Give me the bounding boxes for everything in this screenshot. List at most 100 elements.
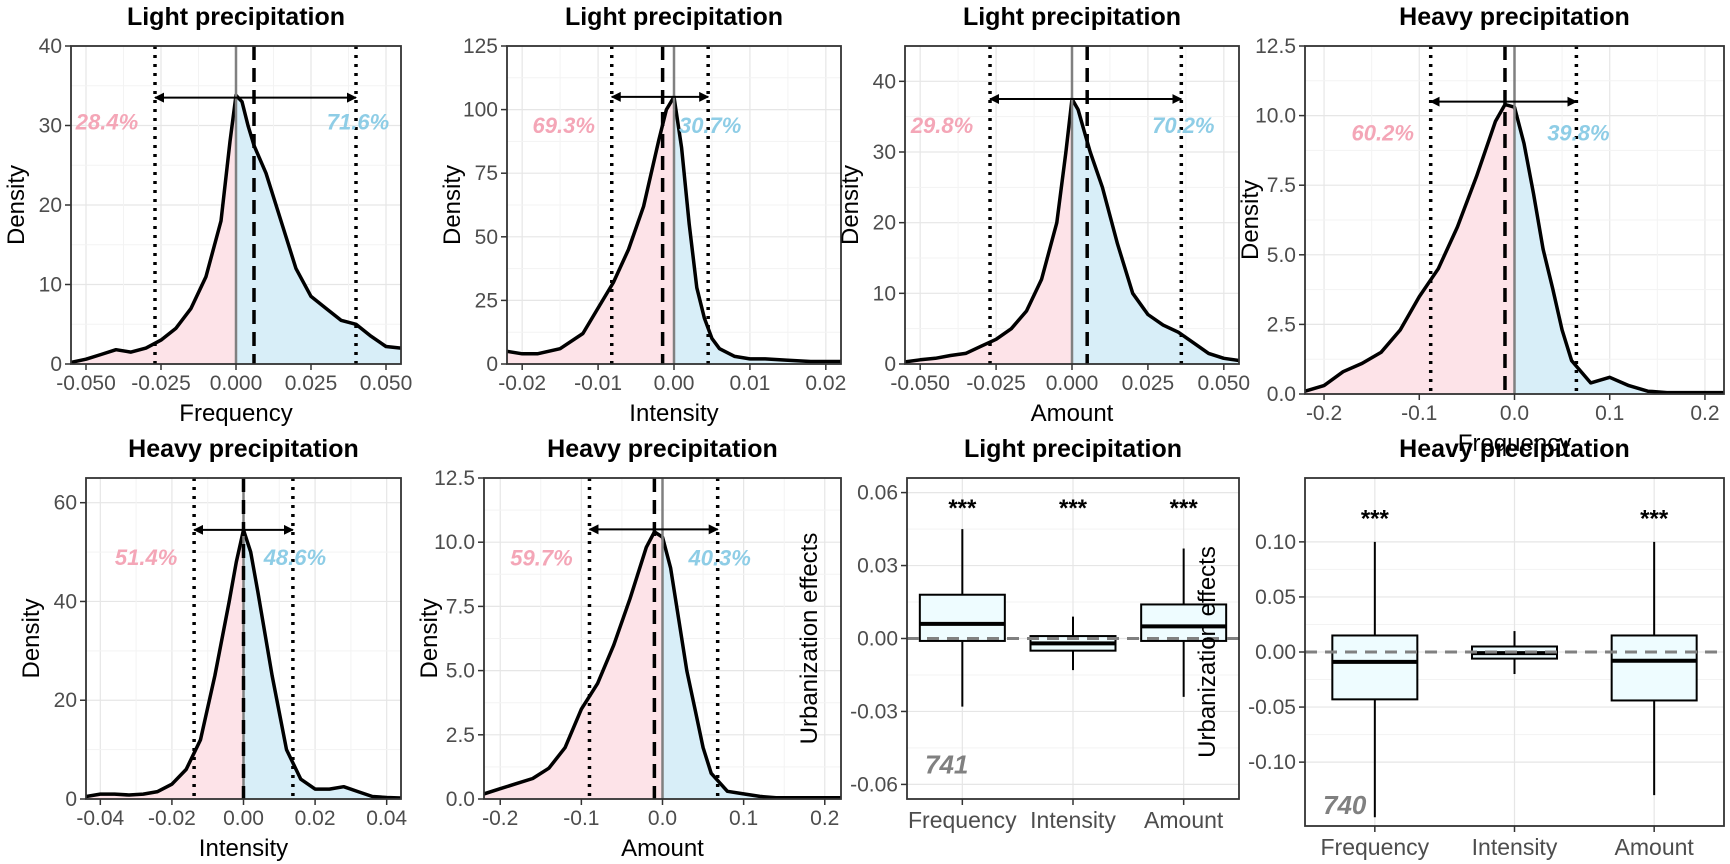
x-tick-label: 0.000 <box>210 372 263 395</box>
panel-border <box>904 45 1240 365</box>
y-tick-label: 0.00 <box>1255 641 1296 664</box>
y-tick-label: 0 <box>50 353 62 376</box>
chart-title: Heavy precipitation <box>547 435 778 463</box>
panel-p6: Heavy precipitation Density 59.7% 40.3% -0.2… <box>416 435 842 862</box>
y-tick-label: 25 <box>475 289 498 312</box>
x-category-label: Frequency <box>1320 834 1429 860</box>
y-tick-label: 0 <box>486 353 498 376</box>
negative-percent-label: 28.4% <box>75 110 138 135</box>
chart-title: Light precipitation <box>964 435 1182 463</box>
y-tick-label: 125 <box>463 35 498 58</box>
negative-area <box>507 96 674 364</box>
y-tick-label: 5.0 <box>446 660 475 683</box>
negative-percent-label: 60.2% <box>1352 120 1414 145</box>
negative-percent-label: 29.8% <box>910 113 973 138</box>
chart-title: Light precipitation <box>565 3 783 31</box>
y-tick-label: 0 <box>65 788 77 811</box>
iqr-box <box>1331 634 1419 701</box>
y-tick-label: 30 <box>39 115 62 138</box>
positive-area <box>674 96 841 364</box>
x-tick-label: -0.1 <box>1401 402 1437 425</box>
y-tick-label: 10.0 <box>434 531 475 554</box>
y-tick-label: 10 <box>873 282 896 305</box>
panel-p3: Light precipitation Density 29.8% 70.2% -0.0… <box>837 3 1250 427</box>
positive-area <box>1514 107 1724 394</box>
x-tick-label: 0.0 <box>1500 402 1529 425</box>
density-curve <box>484 530 841 799</box>
density-curve <box>905 97 1239 364</box>
x-tick-label: 0.00 <box>223 807 264 830</box>
y-axis-label: Density <box>416 598 443 678</box>
sample-size-label: 741 <box>925 750 968 780</box>
x-axis-label: Intensity <box>629 400 718 427</box>
x-tick-label: -0.01 <box>574 372 622 395</box>
box-amount: *** <box>1610 506 1698 796</box>
x-tick-label: 0.01 <box>729 372 770 395</box>
x-category-label: Intensity <box>1030 807 1116 833</box>
significance-label: *** <box>948 495 977 522</box>
positive-percent-label: 40.3% <box>687 546 750 571</box>
positive-area <box>1072 99 1239 364</box>
x-tick-label: 0.02 <box>805 372 846 395</box>
panel-border <box>483 477 842 800</box>
y-tick-label: 20 <box>54 689 77 712</box>
y-tick-label: 40 <box>54 590 77 613</box>
density-curve <box>1305 102 1724 394</box>
x-category-label: Amount <box>1615 834 1695 860</box>
box-frequency: *** <box>918 495 1006 707</box>
negative-area <box>905 99 1072 364</box>
y-axis-label: Density <box>1237 180 1264 260</box>
x-axis-label: Frequency <box>179 400 292 427</box>
y-tick-label: 30 <box>873 141 896 164</box>
y-tick-label: 50 <box>475 226 498 249</box>
panel-border <box>70 45 402 365</box>
x-tick-label: 0.2 <box>810 807 839 830</box>
chart-title: Light precipitation <box>127 3 345 31</box>
y-tick-label: -0.05 <box>1248 696 1296 719</box>
y-tick-label: 0.0 <box>446 788 475 811</box>
x-tick-label: -0.050 <box>890 372 950 395</box>
chart-title: Heavy precipitation <box>128 435 359 463</box>
negative-area <box>484 531 663 799</box>
y-tick-label: 60 <box>54 492 77 515</box>
x-tick-label: -0.2 <box>1306 402 1342 425</box>
panel-p1: Light precipitation Density 28.4% 71.6% -0.0… <box>3 3 412 427</box>
y-axis-label: Urbanization effects <box>796 533 823 745</box>
significance-label: *** <box>1059 495 1088 522</box>
x-category-label: Amount <box>1144 807 1224 833</box>
x-tick-label: 0.00 <box>654 372 695 395</box>
y-tick-label: 5.0 <box>1267 244 1296 267</box>
x-tick-label: 0.0 <box>648 807 677 830</box>
panel-b2: Heavy precipitation Urbanization effects *… <box>1194 435 1725 860</box>
y-tick-label: -0.06 <box>850 773 898 796</box>
positive-area <box>236 95 401 364</box>
positive-percent-label: 71.6% <box>327 110 389 135</box>
panel-p2: Light precipitation Density 69.3% 30.7% -0.0… <box>439 3 846 427</box>
positive-percent-label: 30.7% <box>679 113 741 138</box>
y-tick-label: 75 <box>475 162 498 185</box>
x-tick-label: -0.02 <box>498 372 546 395</box>
x-tick-label: -0.050 <box>56 372 116 395</box>
x-tick-label: -0.02 <box>148 807 196 830</box>
y-tick-label: -0.03 <box>850 700 898 723</box>
x-tick-label: -0.1 <box>563 807 599 830</box>
significance-label: *** <box>1170 495 1199 522</box>
chart-title: Light precipitation <box>963 3 1181 31</box>
y-tick-label: 10 <box>39 274 62 297</box>
y-tick-label: 0 <box>884 353 896 376</box>
y-tick-label: 0.00 <box>857 628 898 651</box>
x-tick-label: 0.025 <box>1122 372 1175 395</box>
x-tick-label: 0.1 <box>1595 402 1624 425</box>
x-tick-label: 0.000 <box>1046 372 1099 395</box>
y-tick-label: 2.5 <box>1267 313 1296 336</box>
panel-border <box>85 477 402 800</box>
panel-p5: Heavy precipitation Density 51.4% 48.6% -0.0… <box>18 435 407 862</box>
x-tick-label: -0.025 <box>966 372 1026 395</box>
positive-percent-label: 48.6% <box>263 545 326 570</box>
panel-border <box>1304 477 1725 827</box>
density-curve <box>507 95 841 364</box>
y-axis-label: Density <box>439 165 466 245</box>
y-tick-label: 2.5 <box>446 724 475 747</box>
x-tick-label: 0.025 <box>285 372 338 395</box>
y-tick-label: 0.03 <box>857 555 898 578</box>
